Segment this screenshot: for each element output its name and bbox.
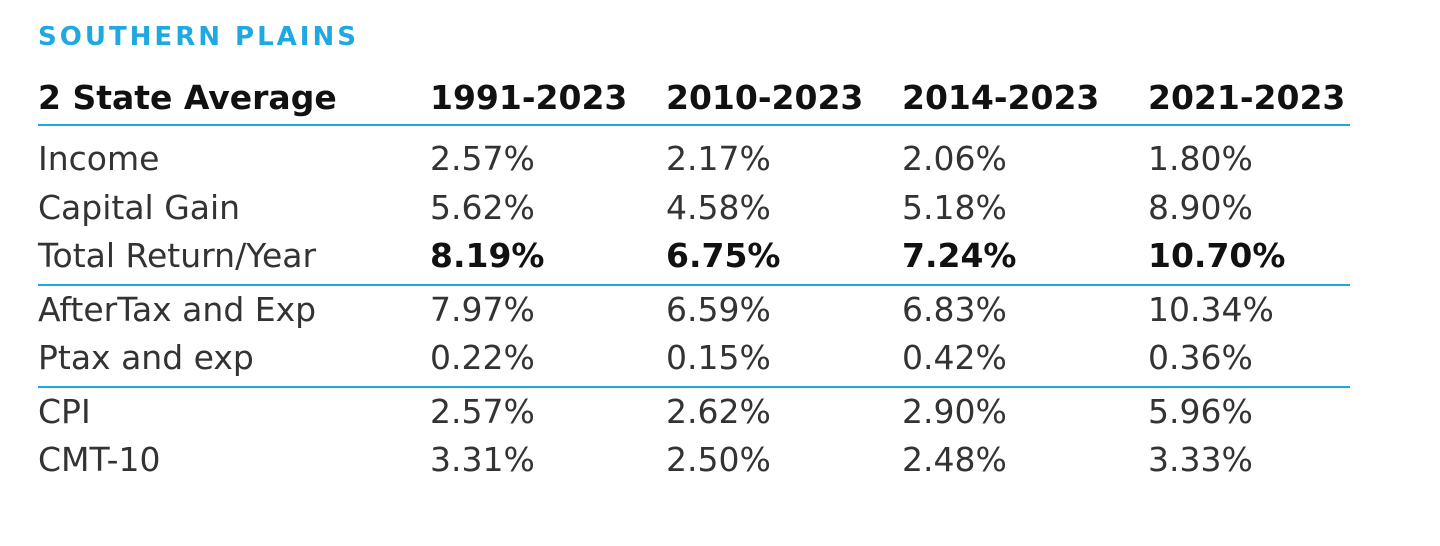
cell-value: 0.22% xyxy=(430,338,535,377)
cell-value: 7.97% xyxy=(430,289,535,329)
cell-value: 1.80% xyxy=(1148,139,1253,178)
cell-value: 4.58% xyxy=(666,187,771,227)
cell-value: 3.31% xyxy=(430,440,535,479)
row-label: Capital Gain xyxy=(38,187,241,227)
cell-value: 6.59% xyxy=(666,289,771,329)
divider xyxy=(38,283,1350,286)
cell-value: 2.57% xyxy=(430,139,535,178)
cell-value: 10.70% xyxy=(1148,236,1286,275)
cell-value: 7.24% xyxy=(902,236,1017,275)
row-label: CPI xyxy=(38,391,91,431)
cell-value: 2.90% xyxy=(902,391,1007,431)
cell-value: 0.42% xyxy=(902,338,1007,377)
cell-value: 10.34% xyxy=(1148,289,1274,329)
cell-value: 5.18% xyxy=(902,187,1007,227)
cell-value: 2.57% xyxy=(430,391,535,431)
cell-value: 8.90% xyxy=(1148,187,1253,227)
header-period-2010-2023: 2010-2023 xyxy=(666,78,864,117)
header-period-2014-2023: 2014-2023 xyxy=(902,78,1100,117)
divider xyxy=(38,385,1350,388)
row-label: Income xyxy=(38,139,160,178)
cell-value: 0.15% xyxy=(666,338,771,377)
region-title: SOUTHERN PLAINS xyxy=(38,22,359,52)
row-label: CMT-10 xyxy=(38,440,161,479)
header-period-1991-2023: 1991-2023 xyxy=(430,78,628,117)
table-header-row: 2 State Average 1991-2023 2010-2023 2014… xyxy=(38,72,1350,124)
table-row-cpi: CPI 2.57% 2.62% 2.90% 5.96% xyxy=(38,388,1350,437)
returns-table: 2 State Average 1991-2023 2010-2023 2014… xyxy=(38,72,1350,485)
row-label: Ptax and exp xyxy=(38,338,254,377)
cell-value: 2.62% xyxy=(666,391,771,431)
table-row-cmt10: CMT-10 3.31% 2.50% 2.48% 3.33% xyxy=(38,436,1350,485)
cell-value: 3.33% xyxy=(1148,440,1253,479)
header-label: 2 State Average xyxy=(38,78,337,117)
table-row-aftertax: AfterTax and Exp 7.97% 6.59% 6.83% 10.34… xyxy=(38,286,1350,335)
table-row-total-return: Total Return/Year 8.19% 6.75% 7.24% 10.7… xyxy=(38,232,1350,281)
table-row-ptax: Ptax and exp 0.22% 0.15% 0.42% 0.36% xyxy=(38,334,1350,383)
cell-value: 5.96% xyxy=(1148,391,1253,431)
cell-value: 0.36% xyxy=(1148,338,1253,377)
cell-value: 2.48% xyxy=(902,440,1007,479)
divider xyxy=(38,124,1350,126)
cell-value: 6.75% xyxy=(666,236,781,275)
cell-value: 5.62% xyxy=(430,187,535,227)
cell-value: 2.06% xyxy=(902,139,1007,178)
cell-value: 2.50% xyxy=(666,440,771,479)
header-period-2021-2023: 2021-2023 xyxy=(1148,78,1346,117)
cell-value: 8.19% xyxy=(430,236,545,275)
row-label: AfterTax and Exp xyxy=(38,289,317,329)
table-row-capital-gain: Capital Gain 5.62% 4.58% 5.18% 8.90% xyxy=(38,184,1350,233)
cell-value: 6.83% xyxy=(902,289,1007,329)
table-row-income: Income 2.57% 2.17% 2.06% 1.80% xyxy=(38,135,1350,184)
cell-value: 2.17% xyxy=(666,139,771,178)
row-label: Total Return/Year xyxy=(38,236,317,275)
